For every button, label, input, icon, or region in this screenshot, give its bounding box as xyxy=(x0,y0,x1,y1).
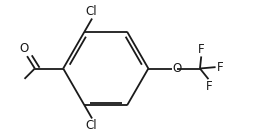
Text: Cl: Cl xyxy=(85,119,96,132)
Text: O: O xyxy=(19,42,29,55)
Text: F: F xyxy=(217,61,223,74)
Text: F: F xyxy=(206,80,212,93)
Text: Cl: Cl xyxy=(85,5,96,18)
Text: F: F xyxy=(198,43,205,56)
Text: O: O xyxy=(173,62,182,75)
